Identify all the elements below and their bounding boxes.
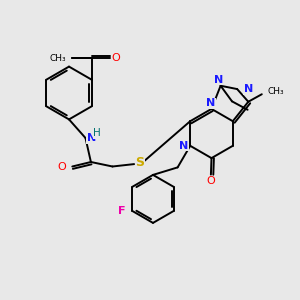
Text: N: N (206, 98, 215, 109)
Text: N: N (179, 141, 188, 151)
Text: N: N (87, 133, 96, 143)
Text: O: O (112, 53, 120, 63)
Text: S: S (136, 156, 145, 169)
Text: CH₃: CH₃ (49, 54, 66, 63)
Text: O: O (58, 161, 66, 172)
Text: CH₃: CH₃ (267, 87, 284, 96)
Text: O: O (206, 176, 215, 186)
Text: H: H (93, 128, 101, 139)
Text: N: N (214, 75, 224, 85)
Text: F: F (118, 206, 126, 216)
Text: N: N (244, 84, 253, 94)
